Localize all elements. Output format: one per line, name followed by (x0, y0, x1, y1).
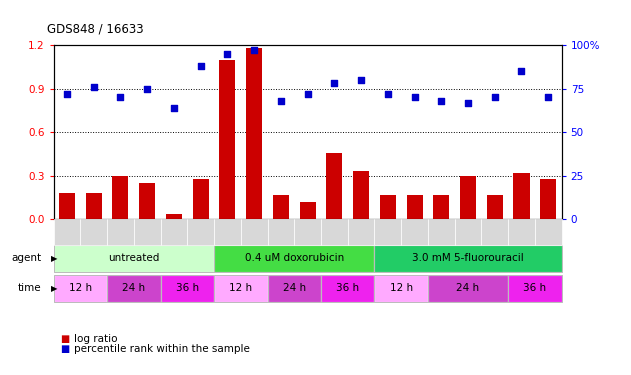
Text: 36 h: 36 h (176, 284, 199, 293)
Point (62, 91, 72, 97)
Text: 0.4 uM doxorubicin: 0.4 uM doxorubicin (245, 254, 344, 263)
Point (490, 94, 500, 100)
Point (543, 94, 553, 100)
Text: 12 h: 12 h (389, 284, 413, 293)
Text: 36 h: 36 h (336, 284, 359, 293)
Point (196, 63, 206, 69)
Text: log ratio: log ratio (74, 334, 117, 344)
Bar (86, 193, 102, 219)
Text: ■: ■ (60, 334, 69, 344)
Bar (487, 195, 503, 219)
Bar (273, 195, 289, 219)
Point (249, 47, 259, 53)
Text: 3.0 mM 5-fluorouracil: 3.0 mM 5-fluorouracil (412, 254, 524, 263)
Bar (326, 153, 343, 219)
Text: percentile rank within the sample: percentile rank within the sample (74, 344, 250, 354)
Point (89, 84, 99, 90)
Point (303, 91, 313, 97)
Point (436, 98, 446, 104)
Text: 12 h: 12 h (229, 284, 252, 293)
Point (463, 99, 473, 105)
Point (383, 91, 393, 97)
Point (276, 98, 286, 104)
Text: 24 h: 24 h (122, 284, 145, 293)
Bar (246, 48, 262, 219)
Bar (166, 214, 182, 219)
Bar (112, 176, 129, 219)
Text: ▶: ▶ (50, 254, 57, 263)
Point (329, 80, 339, 86)
Point (410, 94, 420, 100)
Bar (433, 195, 449, 219)
Bar (353, 171, 369, 219)
Bar (540, 179, 557, 219)
Text: time: time (18, 284, 41, 293)
Text: ■: ■ (60, 344, 69, 354)
Point (516, 68, 526, 74)
Text: agent: agent (11, 254, 41, 263)
Bar (300, 202, 316, 219)
Bar (192, 179, 209, 219)
Bar (460, 176, 476, 219)
Point (142, 86, 152, 92)
Text: GDS848 / 16633: GDS848 / 16633 (47, 22, 144, 36)
Bar (406, 195, 423, 219)
Point (222, 51, 232, 57)
Text: 12 h: 12 h (69, 284, 92, 293)
Bar (514, 173, 529, 219)
Text: 24 h: 24 h (456, 284, 480, 293)
Text: 24 h: 24 h (283, 284, 306, 293)
Text: 36 h: 36 h (523, 284, 546, 293)
Bar (139, 183, 155, 219)
Text: untreated: untreated (108, 254, 160, 263)
Point (115, 94, 126, 100)
Point (169, 105, 179, 111)
Text: ▶: ▶ (50, 284, 57, 293)
Bar (59, 193, 75, 219)
Point (356, 77, 366, 83)
Bar (220, 60, 235, 219)
Bar (380, 195, 396, 219)
